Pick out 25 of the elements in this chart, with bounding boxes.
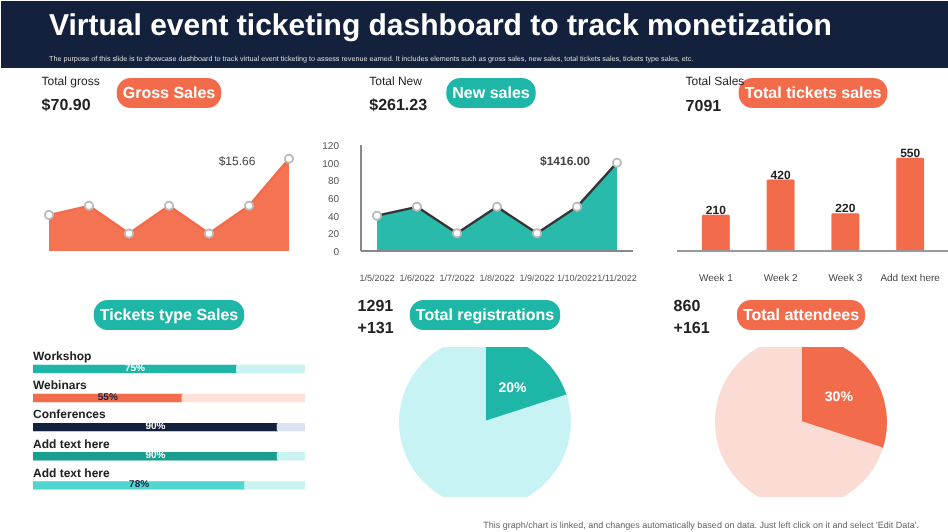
chart-title: Total tickets sales: [744, 84, 883, 102]
bar: [896, 157, 925, 251]
bar: [701, 214, 730, 251]
text: 1291: [357, 297, 395, 315]
bar: [276, 452, 305, 461]
text: $261.23: [369, 96, 429, 114]
text: +131: [357, 319, 395, 337]
chart-title: New sales: [452, 84, 531, 102]
bar: [831, 213, 860, 251]
bar: [766, 179, 795, 251]
bar: [276, 422, 305, 432]
text: $70.90: [41, 96, 92, 114]
bar: [236, 364, 305, 374]
bar: [33, 481, 247, 490]
bar: [181, 393, 305, 403]
chart-title: Total attendees: [742, 306, 861, 324]
chart-title: Gross Sales: [122, 84, 217, 102]
text: Virtual event ticketing dashboard to track monetization: [49, 9, 832, 43]
text: 860: [673, 297, 702, 315]
chart-title: Total registrations: [415, 306, 556, 324]
text: 7091: [685, 97, 723, 115]
chart-title: Tickets type Sales: [99, 306, 240, 324]
bar: [244, 481, 305, 490]
bar: [33, 422, 279, 432]
text: +161: [673, 319, 711, 337]
